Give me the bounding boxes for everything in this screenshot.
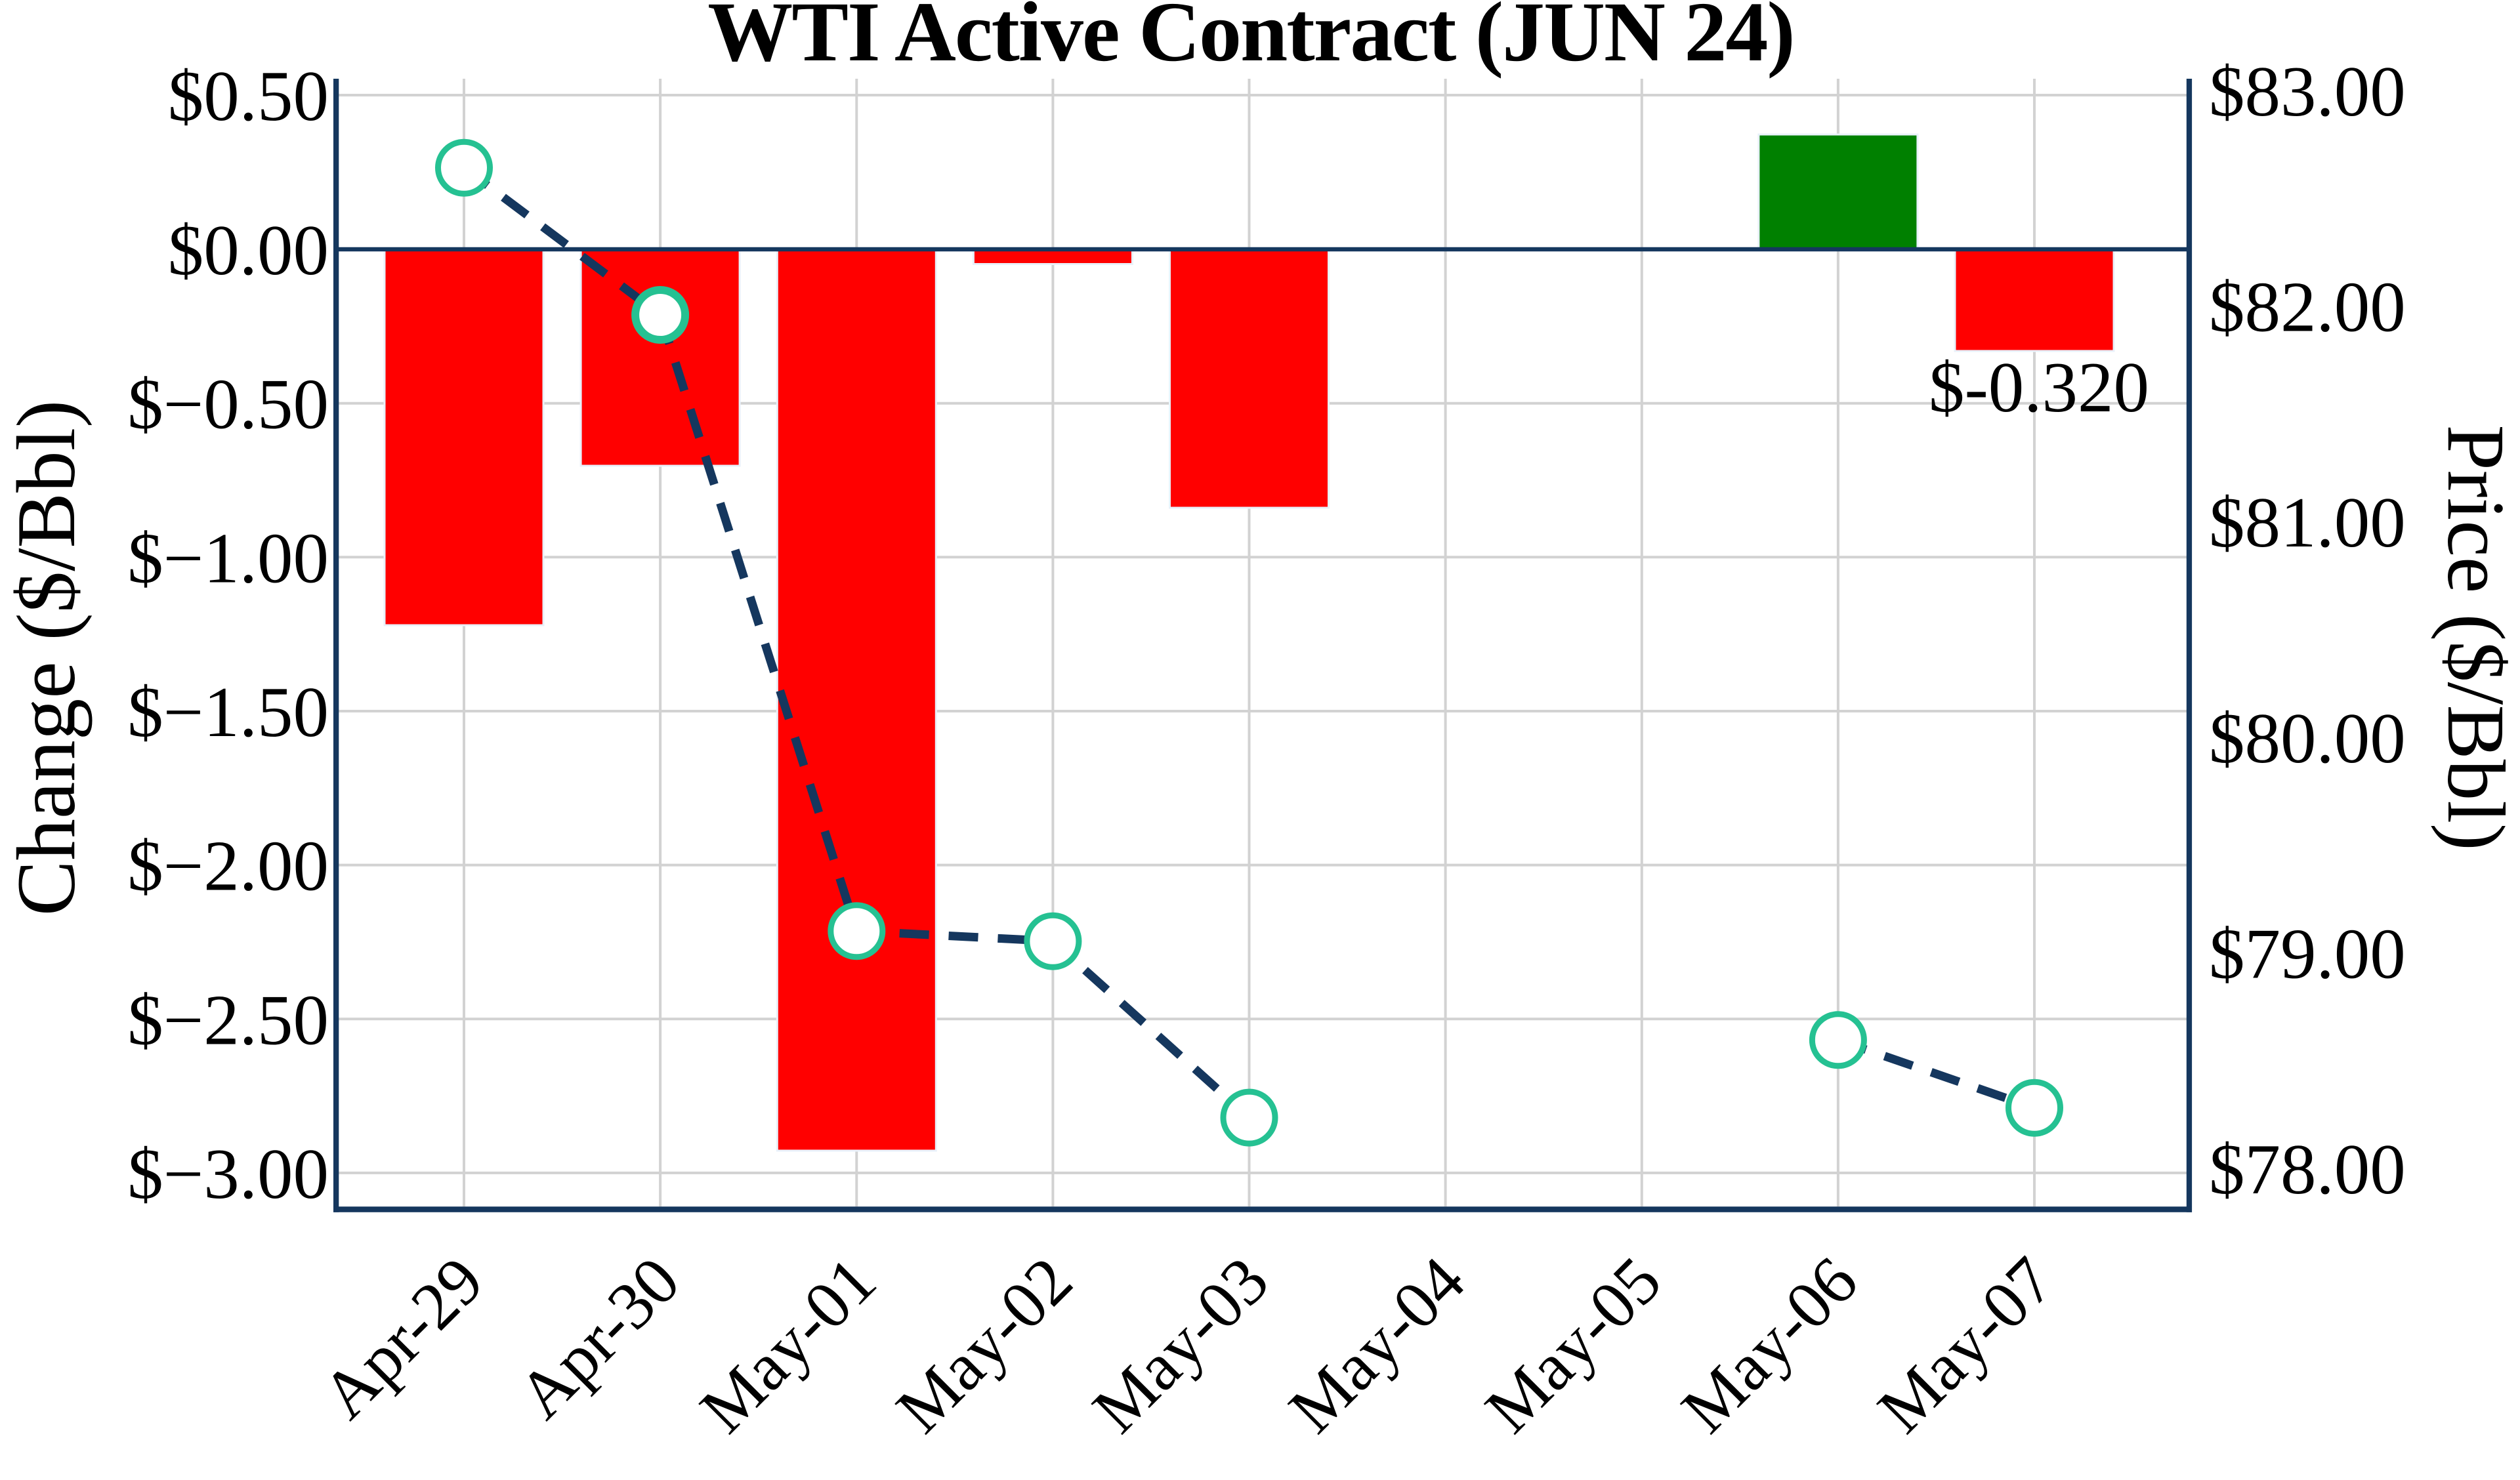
svg-text:$80.00: $80.00 — [2209, 699, 2406, 778]
svg-text:Price ($/Bbl): Price ($/Bbl) — [2430, 424, 2520, 850]
svg-text:Change ($/Bbl): Change ($/Bbl) — [1, 400, 93, 916]
svg-text:$0.50: $0.50 — [168, 56, 329, 136]
svg-text:$−2.00: $−2.00 — [127, 827, 329, 906]
svg-text:$-0.320: $-0.320 — [1929, 348, 2149, 427]
svg-text:$83.00: $83.00 — [2209, 52, 2406, 131]
svg-text:$82.00: $82.00 — [2209, 268, 2406, 347]
svg-text:$79.00: $79.00 — [2209, 914, 2406, 993]
svg-text:$81.00: $81.00 — [2209, 483, 2406, 562]
svg-text:$−1.00: $−1.00 — [127, 518, 329, 598]
svg-text:$−1.50: $−1.50 — [127, 672, 329, 752]
svg-text:$−0.50: $−0.50 — [127, 365, 329, 444]
svg-text:$0.00: $0.00 — [168, 211, 329, 290]
svg-text:WTI Active Contract (JUN 24): WTI Active Contract (JUN 24) — [707, 0, 1794, 79]
svg-text:$78.00: $78.00 — [2209, 1130, 2406, 1209]
svg-text:$−3.00: $−3.00 — [127, 1134, 329, 1214]
svg-text:$−2.50: $−2.50 — [127, 980, 329, 1059]
